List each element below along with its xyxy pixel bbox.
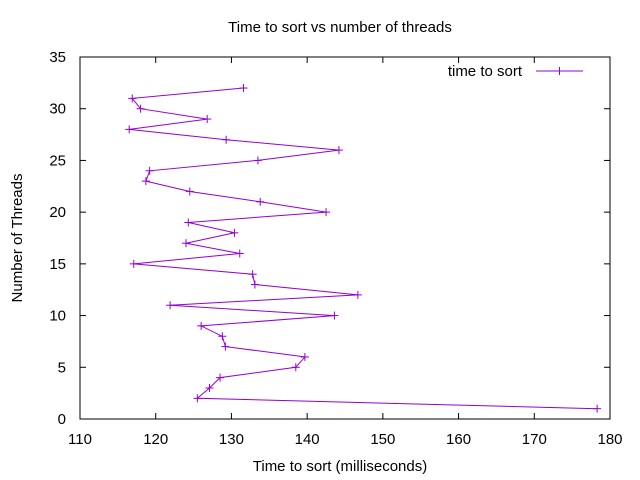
data-point-marker: [253, 156, 262, 165]
data-point-marker: [300, 352, 309, 361]
data-point-marker: [221, 342, 230, 351]
x-tick-label: 180: [597, 431, 622, 448]
y-tick-label: 35: [49, 49, 66, 66]
data-point-marker: [334, 146, 343, 155]
data-point-marker: [128, 94, 137, 103]
data-point-marker: [203, 115, 212, 124]
data-point-marker: [230, 228, 239, 237]
data-point-marker: [166, 301, 175, 310]
data-point-marker: [250, 280, 259, 289]
chart-title: Time to sort vs number of threads: [228, 19, 452, 36]
x-axis-label: Time to sort (milliseconds): [253, 458, 427, 475]
axes: 110 120 130 140 150 160 170 180 0 5 10 15 20 25 30 35: [49, 49, 622, 448]
data-point-marker: [353, 290, 362, 299]
data-point-marker: [145, 166, 154, 175]
data-point-marker: [239, 84, 248, 93]
data-point-marker: [291, 363, 300, 372]
data-point-marker: [218, 332, 227, 341]
legend-label: time to sort: [448, 63, 523, 80]
data-point-marker: [330, 311, 339, 320]
legend-marker: [555, 67, 564, 75]
series-group: [125, 84, 602, 413]
x-tick-label: 170: [522, 431, 547, 448]
y-tick-label: 15: [49, 256, 66, 273]
y-tick-label: 5: [58, 359, 66, 376]
data-point-marker: [205, 383, 214, 392]
data-point-marker: [136, 104, 145, 113]
data-point-marker: [182, 239, 190, 248]
data-point-marker: [256, 197, 265, 206]
legend: time to sort: [448, 63, 583, 80]
data-point-marker: [216, 373, 225, 382]
data-point-marker: [125, 125, 134, 134]
data-point-marker: [235, 249, 244, 258]
data-point-marker: [248, 270, 257, 279]
plot-border: [79, 56, 611, 420]
data-point-marker: [129, 259, 138, 268]
data-point-marker: [222, 135, 231, 144]
y-tick-label: 25: [49, 152, 66, 169]
data-point-marker: [322, 208, 331, 217]
x-tick-label: 130: [219, 431, 244, 448]
y-axis-label: Number of Threads: [9, 174, 26, 303]
x-tick-label: 110: [68, 431, 92, 448]
data-point-marker: [185, 187, 194, 196]
data-point-marker: [197, 321, 206, 330]
x-tick-label: 120: [143, 431, 168, 448]
data-point-marker: [593, 404, 602, 413]
data-point-marker: [184, 218, 193, 227]
x-tick-label: 160: [446, 431, 471, 448]
x-tick-label: 140: [295, 431, 320, 448]
y-tick-label: 0: [58, 411, 66, 428]
x-tick-label: 150: [370, 431, 395, 448]
data-point-marker: [193, 394, 202, 403]
y-tick-label: 20: [49, 204, 66, 221]
y-tick-label: 30: [49, 101, 66, 118]
y-tick-label: 10: [49, 308, 66, 325]
data-point-marker: [141, 177, 150, 186]
series-line: [129, 87, 598, 410]
